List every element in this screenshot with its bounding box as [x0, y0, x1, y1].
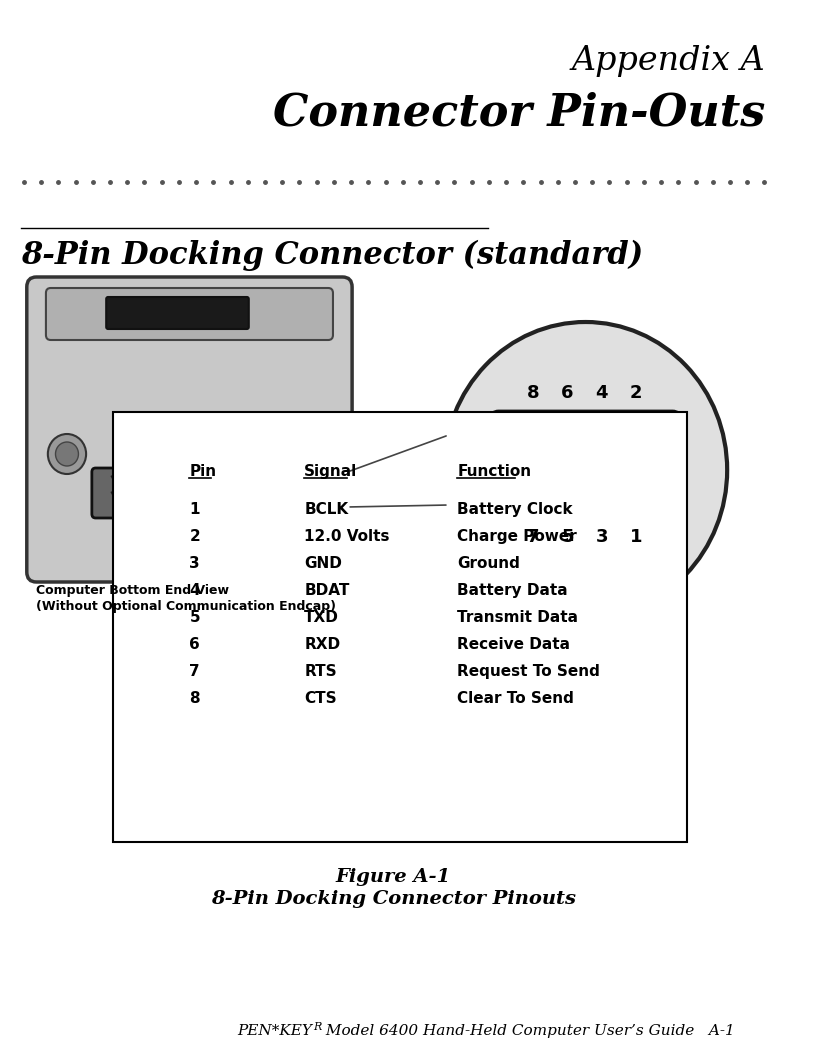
Circle shape: [48, 434, 86, 474]
FancyBboxPatch shape: [106, 297, 249, 329]
Text: Clear To Send: Clear To Send: [458, 691, 574, 706]
Polygon shape: [111, 492, 124, 504]
Polygon shape: [558, 444, 577, 459]
Text: 6: 6: [561, 384, 574, 402]
FancyBboxPatch shape: [46, 288, 333, 340]
Text: CTS: CTS: [305, 691, 337, 706]
Polygon shape: [143, 492, 157, 504]
Text: 7: 7: [189, 664, 200, 679]
Text: Battery Clock: Battery Clock: [458, 502, 573, 517]
FancyBboxPatch shape: [491, 411, 681, 519]
Circle shape: [55, 442, 78, 466]
Text: BDAT: BDAT: [305, 583, 350, 598]
FancyBboxPatch shape: [27, 277, 352, 582]
Text: 2: 2: [189, 529, 200, 544]
Text: Model 6400 Hand-Held Computer User’s Guide   A-1: Model 6400 Hand-Held Computer User’s Gui…: [320, 1024, 734, 1038]
Text: RTS: RTS: [305, 664, 337, 679]
Text: 5: 5: [189, 610, 200, 625]
Text: (Without Optional Communication Endcap): (Without Optional Communication Endcap): [36, 600, 337, 613]
Text: 4: 4: [596, 384, 608, 402]
Circle shape: [165, 535, 182, 553]
Text: RXD: RXD: [305, 637, 341, 652]
Circle shape: [269, 442, 292, 466]
Polygon shape: [176, 476, 189, 488]
Text: BCLK: BCLK: [305, 502, 348, 517]
Polygon shape: [558, 470, 577, 485]
Text: 6: 6: [189, 637, 200, 652]
Text: 4: 4: [189, 583, 200, 598]
Text: Appendix A: Appendix A: [572, 45, 765, 77]
Text: 8: 8: [189, 691, 200, 706]
Text: Pin: Pin: [189, 464, 216, 479]
Text: Computer Bottom End View: Computer Bottom End View: [36, 584, 230, 597]
Polygon shape: [176, 492, 189, 504]
Text: PEN*KEY: PEN*KEY: [237, 1024, 312, 1038]
Polygon shape: [626, 444, 646, 459]
Circle shape: [444, 322, 728, 618]
Polygon shape: [143, 476, 157, 488]
Text: Charge Power: Charge Power: [458, 529, 577, 544]
Circle shape: [158, 528, 188, 560]
Polygon shape: [111, 476, 124, 488]
Text: Ground: Ground: [458, 556, 520, 571]
Text: 8: 8: [527, 384, 539, 402]
Text: Request To Send: Request To Send: [458, 664, 600, 679]
Text: 1: 1: [189, 502, 200, 517]
Text: 8-Pin Docking Connector (standard): 8-Pin Docking Connector (standard): [21, 240, 644, 271]
Text: Battery Data: Battery Data: [458, 583, 568, 598]
Text: Figure A-1: Figure A-1: [336, 868, 451, 886]
Text: Receive Data: Receive Data: [458, 637, 570, 652]
Text: 7: 7: [527, 528, 539, 546]
Text: 1: 1: [630, 528, 643, 546]
Text: 3: 3: [596, 528, 608, 546]
Polygon shape: [523, 444, 542, 459]
Polygon shape: [208, 492, 222, 504]
Polygon shape: [593, 470, 611, 485]
Polygon shape: [523, 470, 542, 485]
Text: Function: Function: [458, 464, 532, 479]
Text: TXD: TXD: [305, 610, 339, 625]
Polygon shape: [593, 444, 611, 459]
Text: Connector Pin-Outs: Connector Pin-Outs: [273, 92, 765, 135]
FancyBboxPatch shape: [92, 469, 248, 518]
Text: 2: 2: [630, 384, 643, 402]
Text: GND: GND: [305, 556, 342, 571]
Circle shape: [261, 434, 300, 474]
Text: R: R: [313, 1022, 321, 1032]
FancyBboxPatch shape: [505, 424, 666, 506]
Polygon shape: [626, 470, 646, 485]
Text: 8-Pin Docking Connector Pinouts: 8-Pin Docking Connector Pinouts: [211, 890, 576, 908]
Text: Signal: Signal: [305, 464, 357, 479]
Polygon shape: [208, 476, 222, 488]
Bar: [113, 412, 687, 842]
Text: 12.0 Volts: 12.0 Volts: [305, 529, 390, 544]
Text: Transmit Data: Transmit Data: [458, 610, 579, 625]
Text: 3: 3: [189, 556, 200, 571]
Text: 5: 5: [561, 528, 574, 546]
